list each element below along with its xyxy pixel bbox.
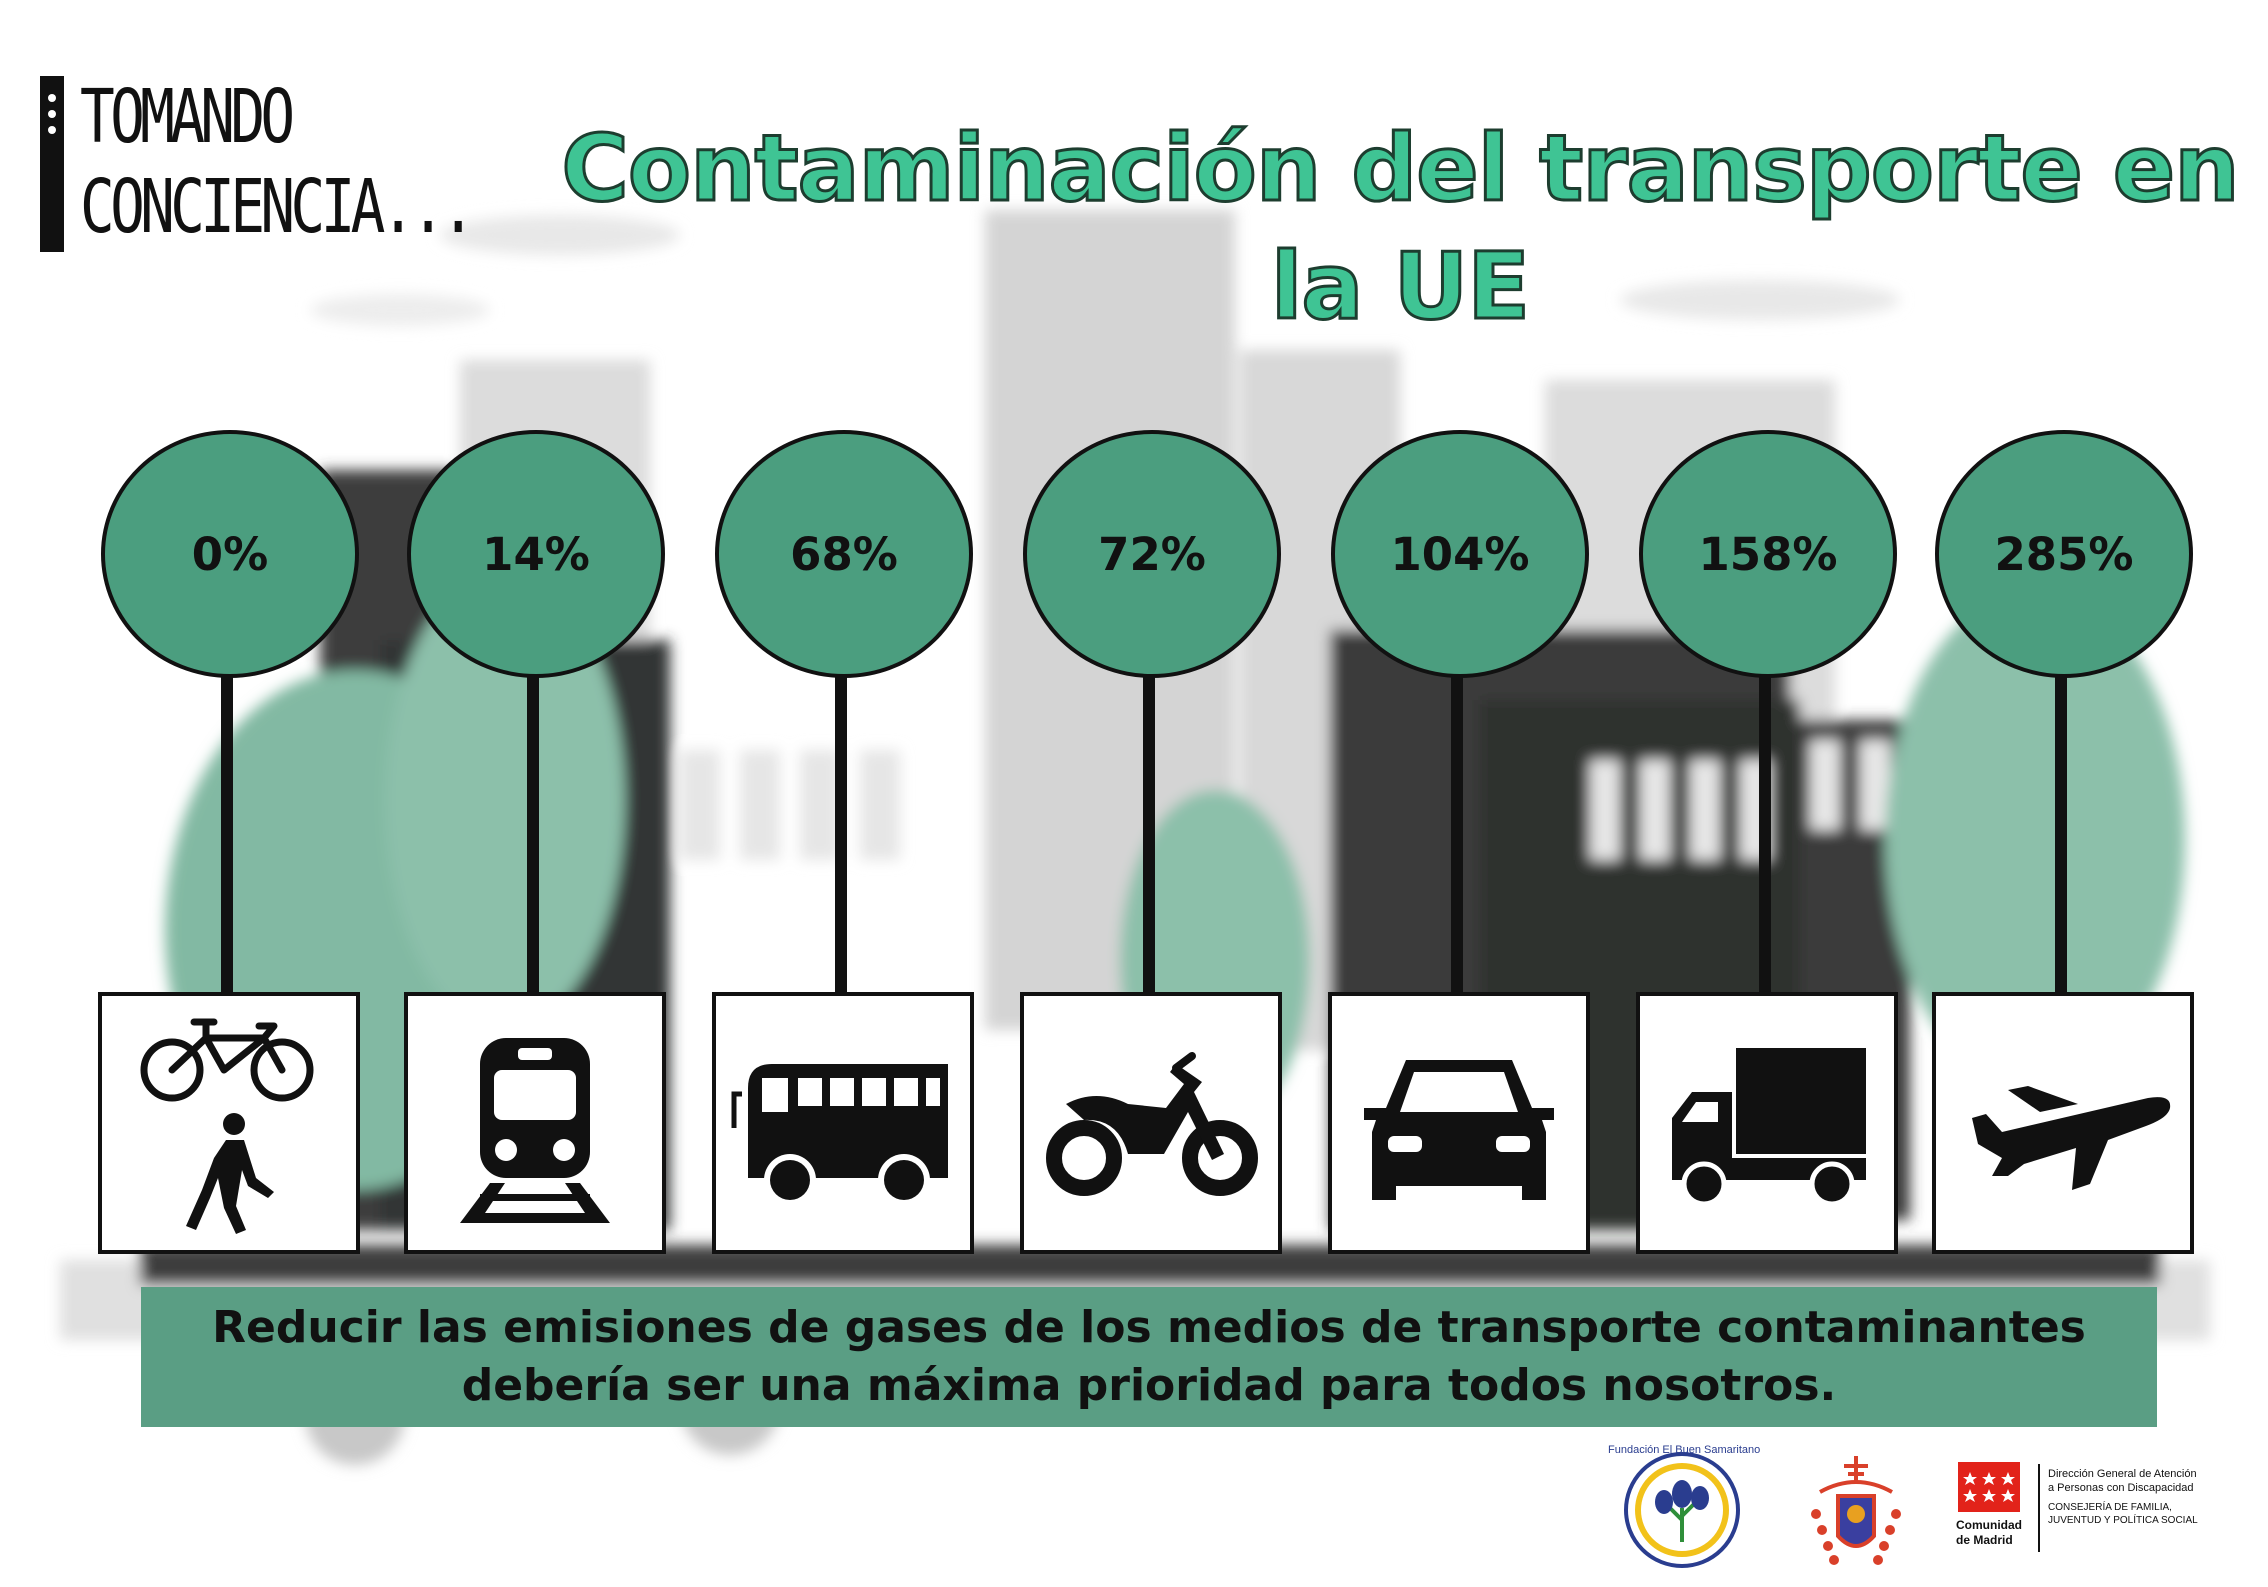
icon-box: [1636, 992, 1898, 1254]
percent-circle: 68%: [715, 430, 973, 678]
icon-box: [98, 992, 360, 1254]
percent-circle: 158%: [1639, 430, 1897, 678]
madrid-flag-icon: [1958, 1462, 2020, 1512]
transport-item-truck: 158%: [1636, 430, 1898, 1258]
percent-circle: 72%: [1023, 430, 1281, 678]
brand-logo: TOMANDO CONCIENCIA...: [40, 72, 510, 262]
percent-value: 72%: [1098, 527, 1206, 581]
icon-box: [1020, 992, 1282, 1254]
train-icon: [460, 1038, 610, 1223]
brand-bar: [40, 76, 64, 252]
car-icon: [1364, 1060, 1554, 1200]
transport-item-train: 14%: [404, 430, 666, 1258]
truck-icon: [1672, 1048, 1866, 1207]
transport-item-motorcycle: 72%: [1020, 430, 1282, 1258]
madrid-name-line-1: Comunidad: [1956, 1518, 2022, 1532]
transport-item-bus: 68%: [712, 430, 974, 1258]
archdiocese-coat-of-arms: [1811, 1456, 1901, 1565]
bus-icon: [731, 1064, 948, 1206]
connector-line: [221, 676, 233, 996]
motorcycle-icon: [1046, 1052, 1258, 1196]
percent-value: 14%: [482, 527, 590, 581]
banner-line-1: Reducir las emisiones de gases de los me…: [212, 1302, 2086, 1353]
percent-circle: 104%: [1331, 430, 1589, 678]
page-title: Contaminación del transporte en la UE: [560, 110, 2241, 346]
foundation-name: Fundación El Buen Samaritano: [1608, 1444, 1761, 1456]
brand-line-1: TOMANDO: [80, 74, 295, 160]
airplane-icon: [1972, 1086, 2171, 1190]
banner-line-2: debería ser una máxima prioridad para to…: [461, 1360, 1837, 1411]
connector-line: [1759, 676, 1771, 996]
icon-box: [712, 992, 974, 1254]
logo-divider: [2038, 1464, 2040, 1552]
percent-circle: 14%: [407, 430, 665, 678]
connector-line: [835, 676, 847, 996]
madrid-dept-line-4: JUVENTUD Y POLÍTICA SOCIAL: [2048, 1515, 2198, 1526]
percent-circle: 285%: [1935, 430, 2193, 678]
foundation-logo: [1624, 1452, 1740, 1568]
madrid-name-line-2: de Madrid: [1956, 1533, 2013, 1547]
connector-line: [1451, 676, 1463, 996]
percent-value: 0%: [191, 527, 269, 581]
bicycle-pedestrian-icon: [140, 1018, 314, 1234]
madrid-dept-line-2: a Personas con Discapacidad: [2048, 1482, 2194, 1494]
message-banner: Reducir las emisiones de gases de los me…: [141, 1287, 2157, 1427]
icon-box: [1932, 992, 2194, 1254]
percent-value: 158%: [1698, 527, 1838, 581]
connector-line: [2055, 676, 2067, 996]
icon-box: [1328, 992, 1590, 1254]
title-line-1: Contaminación del transporte en: [560, 114, 2241, 224]
transport-item-car: 104%: [1328, 430, 1590, 1258]
sponsor-logos: Fundación El Buen Samaritano Comunidad d…: [1600, 1444, 2240, 1570]
title-line-2: la UE: [1269, 232, 1531, 342]
connector-line: [527, 676, 539, 996]
icon-box: [404, 992, 666, 1254]
percent-value: 68%: [790, 527, 898, 581]
madrid-dept-line-1: Dirección General de Atención: [2048, 1468, 2197, 1480]
madrid-dept-line-3: CONSEJERÍA DE FAMILIA,: [2048, 1502, 2172, 1513]
connector-line: [1143, 676, 1155, 996]
transport-item-airplane: 285%: [1932, 430, 2194, 1258]
percent-value: 104%: [1390, 527, 1530, 581]
transport-item-walk-bike: 0%: [98, 430, 360, 1258]
percent-value: 285%: [1994, 527, 2134, 581]
brand-line-2: CONCIENCIA...: [80, 164, 476, 250]
percent-circle: 0%: [101, 430, 359, 678]
